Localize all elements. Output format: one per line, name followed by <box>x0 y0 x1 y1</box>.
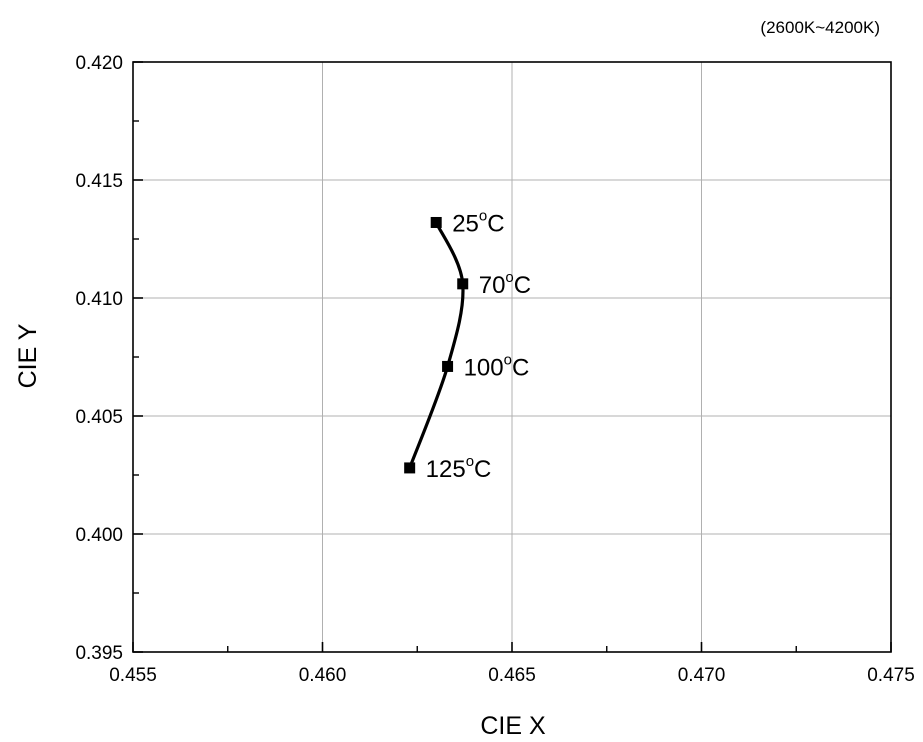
plot-frame <box>132 61 892 653</box>
data-point-marker <box>430 216 442 228</box>
data-point-marker <box>404 462 416 474</box>
y-tick-label: 0.395 <box>75 643 123 664</box>
data-point-label: 125oC <box>426 453 492 483</box>
data-point-label: 25oC <box>452 207 504 237</box>
data-point-label: 70oC <box>479 269 531 299</box>
color-temperature-note: (2600K~4200K) <box>760 18 880 37</box>
y-tick-label: 0.420 <box>75 53 123 74</box>
y-axis-label: CIE Y <box>14 323 42 388</box>
x-tick-label: 0.470 <box>678 665 726 686</box>
data-points <box>404 216 469 474</box>
x-tick-label: 0.465 <box>488 665 536 686</box>
x-tick-label: 0.475 <box>867 665 915 686</box>
y-tick-label: 0.410 <box>75 289 123 310</box>
data-point-marker <box>442 360 454 372</box>
y-tick-label: 0.400 <box>75 525 123 546</box>
y-tick-labels: 0.395 0.400 0.405 0.410 0.415 0.420 <box>75 53 123 664</box>
x-axis-label: CIE X <box>480 712 546 740</box>
data-point-label: 100oC <box>464 351 530 381</box>
y-tick-label: 0.405 <box>75 407 123 428</box>
series-line <box>408 221 465 469</box>
y-tick-label: 0.415 <box>75 171 123 192</box>
x-tick-label: 0.460 <box>299 665 347 686</box>
x-tick-label: 0.455 <box>109 665 157 686</box>
grid-lines <box>133 62 891 652</box>
point-labels: 25oC 70oC 100oC 125oC <box>426 207 531 482</box>
x-tick-labels: 0.455 0.460 0.465 0.470 0.475 <box>109 665 915 686</box>
data-point-marker <box>457 278 469 290</box>
